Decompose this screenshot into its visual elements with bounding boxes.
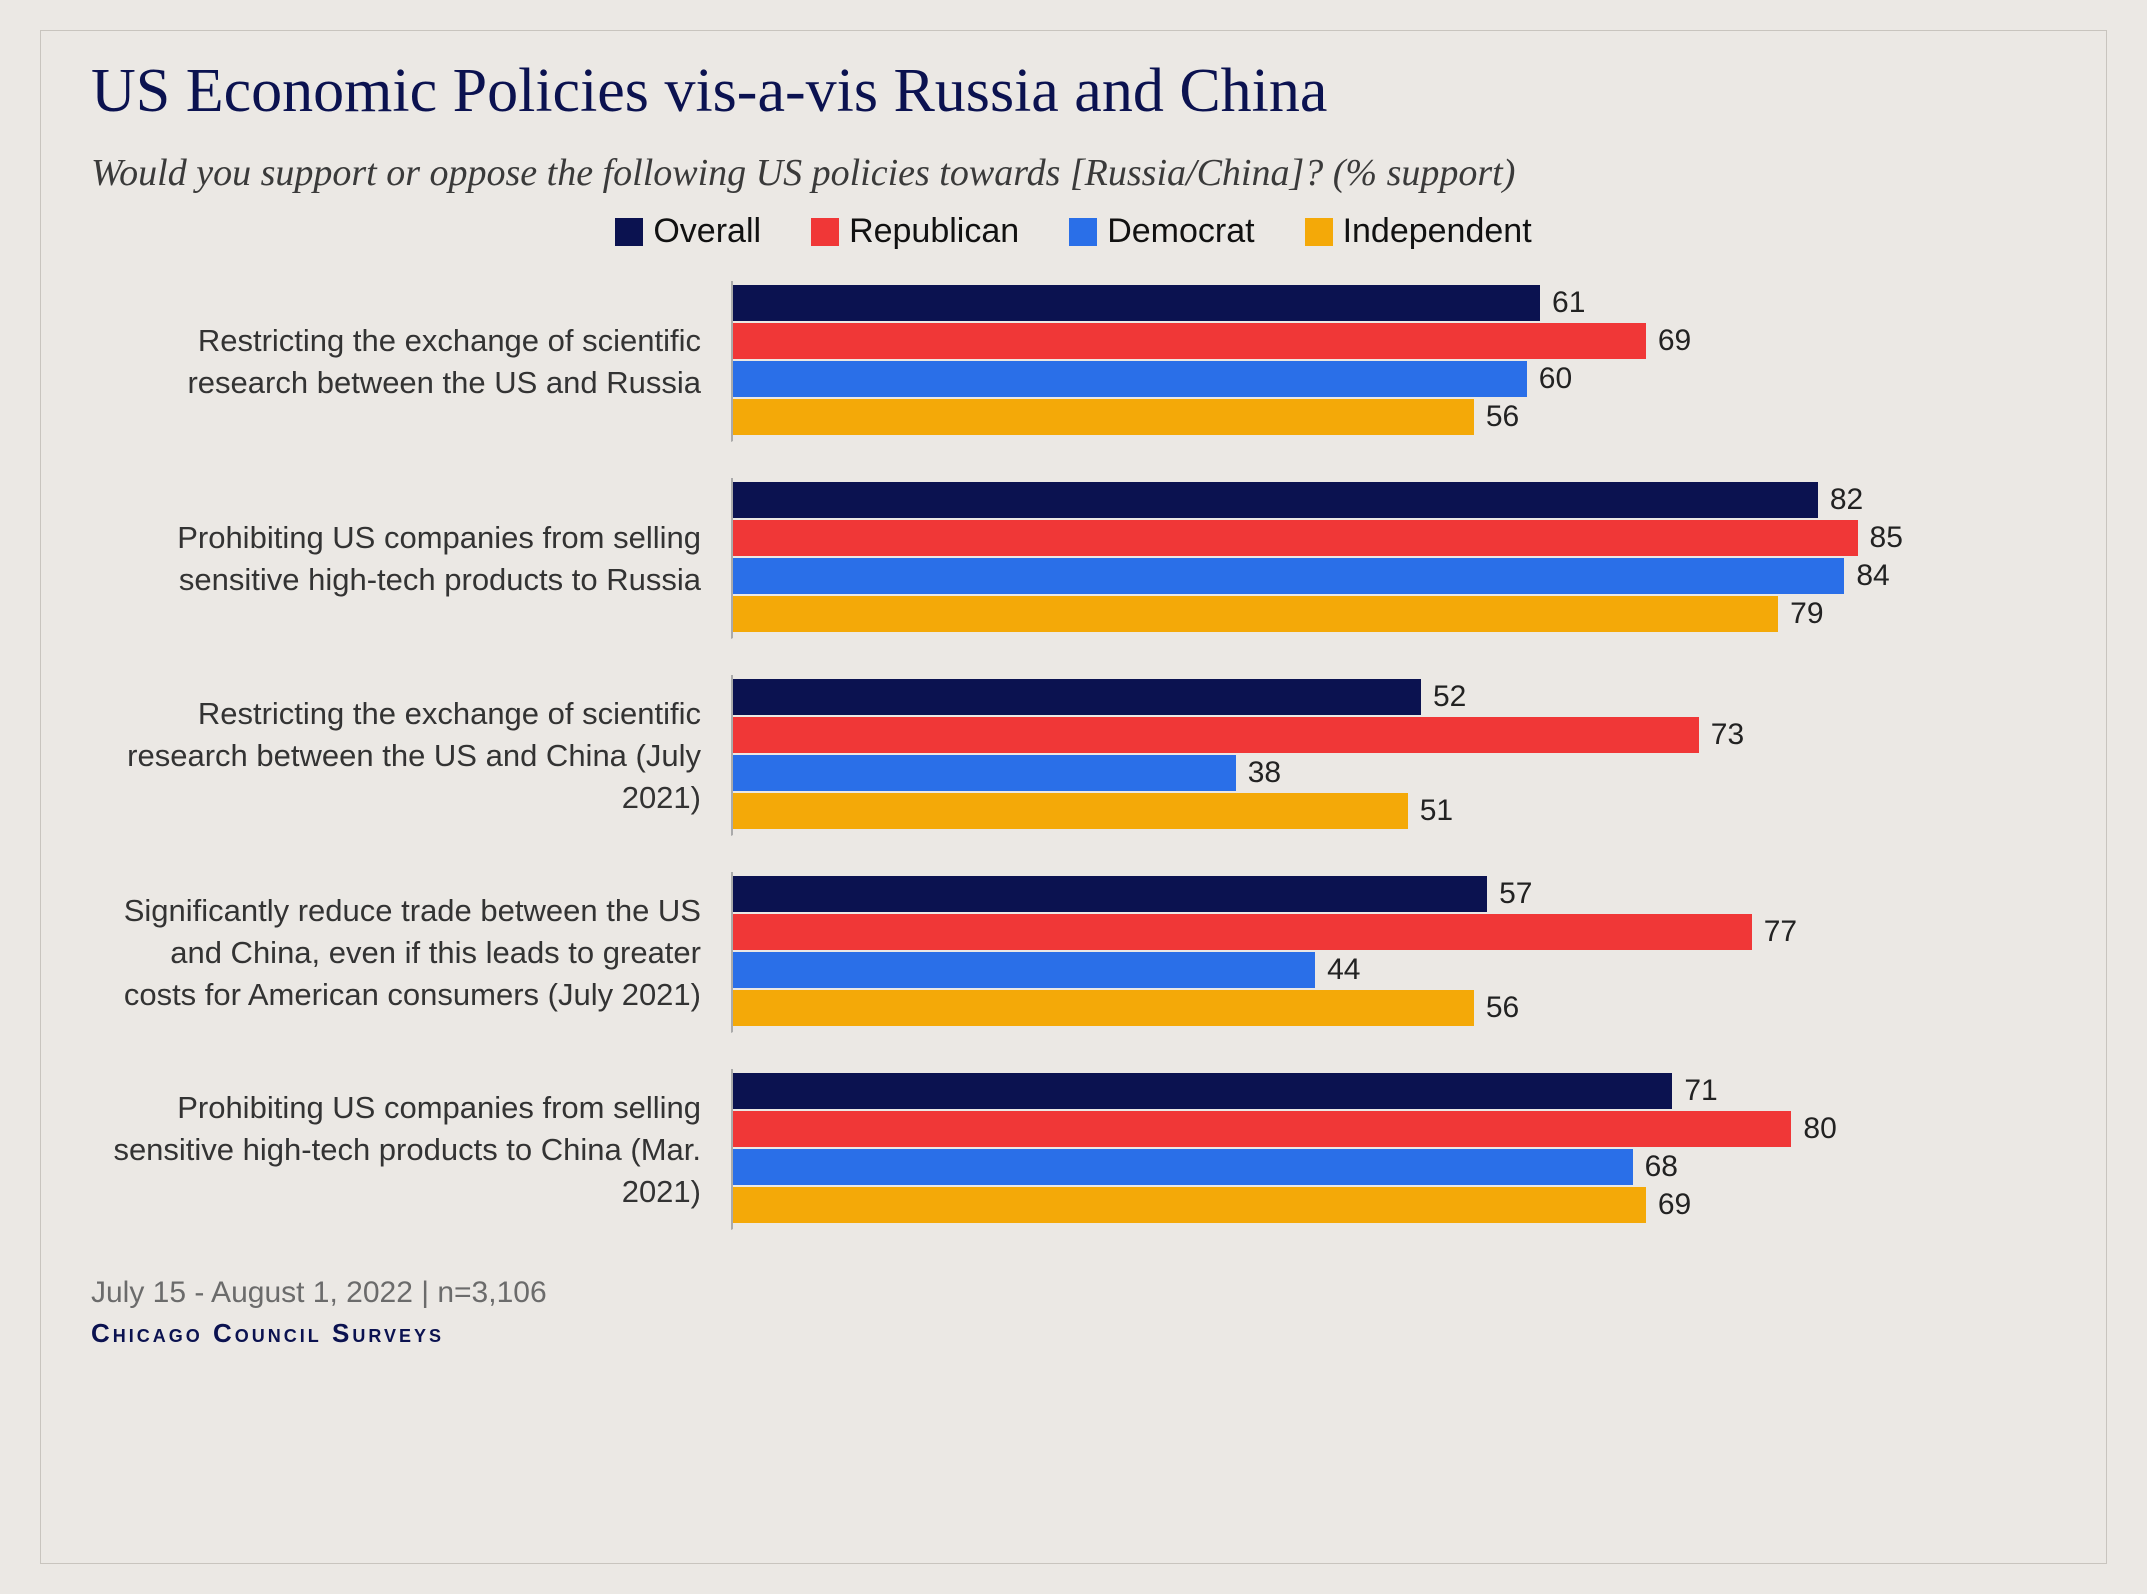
bar-row: 68 xyxy=(733,1149,2056,1185)
category-group: Restricting the exchange of scientific r… xyxy=(91,675,2056,836)
legend-label: Independent xyxy=(1343,212,1532,251)
category-label: Restricting the exchange of scientific r… xyxy=(91,320,731,404)
bar-value-label: 84 xyxy=(1856,559,1889,593)
bar-value-label: 80 xyxy=(1803,1112,1836,1146)
bar-value-label: 68 xyxy=(1645,1150,1678,1184)
category-label: Prohibiting US companies from selling se… xyxy=(91,1087,731,1213)
bar-row: 38 xyxy=(733,755,2056,791)
bar xyxy=(733,596,1778,632)
bar-track: 57 77 44 56 xyxy=(731,872,2056,1033)
bar-value-label: 52 xyxy=(1433,680,1466,714)
bar-row: 82 xyxy=(733,482,2056,518)
bar-value-label: 38 xyxy=(1248,756,1281,790)
legend-item: Republican xyxy=(811,212,1019,251)
bar-value-label: 57 xyxy=(1499,877,1532,911)
bar-row: 44 xyxy=(733,952,2056,988)
bar-value-label: 82 xyxy=(1830,483,1863,517)
bar xyxy=(733,990,1474,1026)
bar-value-label: 51 xyxy=(1420,794,1453,828)
bar xyxy=(733,399,1474,435)
bar xyxy=(733,520,1858,556)
bar xyxy=(733,1187,1646,1223)
bar xyxy=(733,361,1527,397)
legend-swatch xyxy=(1305,218,1333,246)
bar-row: 71 xyxy=(733,1073,2056,1109)
category-group: Prohibiting US companies from selling se… xyxy=(91,1069,2056,1230)
category-label: Restricting the exchange of scientific r… xyxy=(91,693,731,819)
bar-row: 77 xyxy=(733,914,2056,950)
bar-value-label: 56 xyxy=(1486,400,1519,434)
chart-container: US Economic Policies vis-a-vis Russia an… xyxy=(40,30,2107,1564)
legend-item: Overall xyxy=(615,212,761,251)
bar xyxy=(733,1149,1633,1185)
bar xyxy=(733,876,1487,912)
bar-track: 8285 84 79 xyxy=(731,478,2056,639)
category-group: Prohibiting US companies from selling se… xyxy=(91,478,2056,639)
legend-item: Democrat xyxy=(1069,212,1254,251)
bar-row: 79 xyxy=(733,596,2056,632)
legend-swatch xyxy=(1069,218,1097,246)
bar-row: 85 xyxy=(733,520,2056,556)
legend-swatch xyxy=(811,218,839,246)
category-label: Significantly reduce trade between the U… xyxy=(91,890,731,1016)
bar xyxy=(733,793,1408,829)
bar-row: 60 xyxy=(733,361,2056,397)
bar-value-label: 73 xyxy=(1711,718,1744,752)
bar-value-label: 85 xyxy=(1870,521,1903,555)
bar-row: 61 xyxy=(733,285,2056,321)
bar-value-label: 77 xyxy=(1764,915,1797,949)
chart-subtitle: Would you support or oppose the followin… xyxy=(91,149,2056,198)
bar xyxy=(733,558,1844,594)
bar-track: 61 69 60 56 xyxy=(731,281,2056,442)
legend-label: Overall xyxy=(653,212,761,251)
bar xyxy=(733,1073,1672,1109)
legend-item: Independent xyxy=(1305,212,1532,251)
legend-label: Republican xyxy=(849,212,1019,251)
bar-track: 71 80 68 69 xyxy=(731,1069,2056,1230)
bar-track: 52 73 38 51 xyxy=(731,675,2056,836)
bar-row: 69 xyxy=(733,323,2056,359)
bar-row: 56 xyxy=(733,990,2056,1026)
bar-value-label: 69 xyxy=(1658,324,1691,358)
legend-swatch xyxy=(615,218,643,246)
bar-value-label: 71 xyxy=(1684,1074,1717,1108)
bar-row: 52 xyxy=(733,679,2056,715)
bar-value-label: 79 xyxy=(1790,597,1823,631)
bar xyxy=(733,914,1752,950)
bar xyxy=(733,285,1540,321)
bar-value-label: 44 xyxy=(1327,953,1360,987)
bar-row: 51 xyxy=(733,793,2056,829)
bar xyxy=(733,755,1236,791)
bar xyxy=(733,679,1421,715)
legend: Overall Republican Democrat Independent xyxy=(91,212,2056,251)
bar-value-label: 69 xyxy=(1658,1188,1691,1222)
bar-row: 69 xyxy=(733,1187,2056,1223)
bar xyxy=(733,1111,1791,1147)
plot-area: Restricting the exchange of scientific r… xyxy=(91,281,2056,1266)
bar xyxy=(733,952,1315,988)
bar xyxy=(733,323,1646,359)
bar-row: 80 xyxy=(733,1111,2056,1147)
chart-title: US Economic Policies vis-a-vis Russia an… xyxy=(91,56,2056,127)
legend-label: Democrat xyxy=(1107,212,1254,251)
bar-row: 84 xyxy=(733,558,2056,594)
bar-row: 57 xyxy=(733,876,2056,912)
bar-value-label: 61 xyxy=(1552,286,1585,320)
bar-row: 56 xyxy=(733,399,2056,435)
bar-value-label: 56 xyxy=(1486,991,1519,1025)
footer-source: Chicago Council Surveys xyxy=(91,1318,2056,1349)
category-group: Significantly reduce trade between the U… xyxy=(91,872,2056,1033)
bar-row: 73 xyxy=(733,717,2056,753)
chart-footer: July 15 - August 1, 2022 | n=3,106 Chica… xyxy=(91,1276,2056,1349)
bar xyxy=(733,482,1818,518)
bar xyxy=(733,717,1699,753)
category-group: Restricting the exchange of scientific r… xyxy=(91,281,2056,442)
bar-value-label: 60 xyxy=(1539,362,1572,396)
category-label: Prohibiting US companies from selling se… xyxy=(91,517,731,601)
footer-date: July 15 - August 1, 2022 | n=3,106 xyxy=(91,1276,2056,1310)
